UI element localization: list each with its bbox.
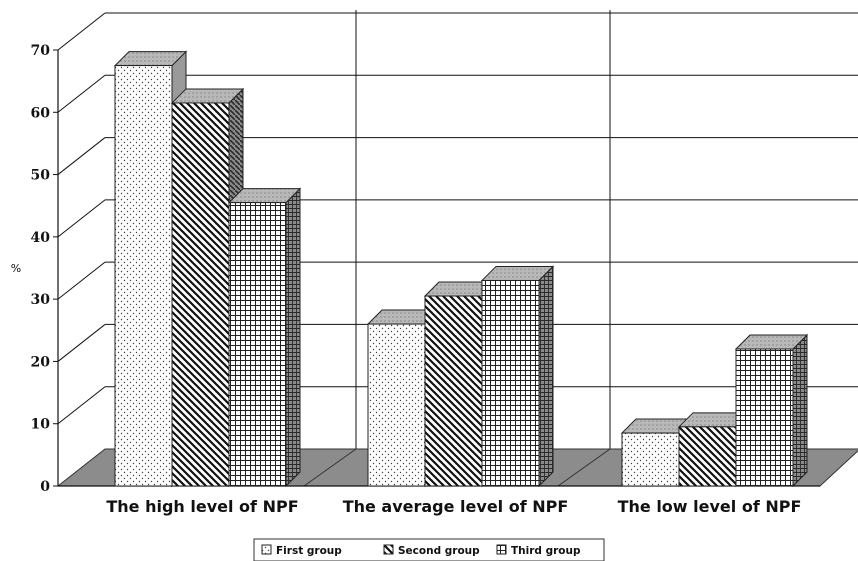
gridline-depth (57, 386, 106, 425)
y-tick-label: 40 (31, 230, 51, 246)
gridline-depth (57, 12, 106, 51)
gridline-depth (57, 74, 106, 113)
bar-front (678, 426, 737, 487)
y-tick-label: 10 (31, 417, 51, 433)
legend: First group Second group Third group (253, 538, 605, 561)
legend-box (253, 538, 605, 561)
gridline-depth (57, 261, 106, 300)
bar-third-group-2 (480, 265, 555, 488)
bar-front (171, 102, 230, 487)
y-tick-label: 0 (40, 479, 50, 495)
legend-item-first: First group (261, 544, 342, 557)
category-label: The high level of NPF (106, 497, 298, 516)
category-label: The low level of NPF (618, 497, 802, 516)
legend-swatch (261, 544, 272, 555)
bar-front (367, 323, 426, 487)
bar-third-group-1 (227, 187, 302, 488)
y-tick-label: 70 (31, 43, 51, 59)
bar-front (424, 295, 483, 487)
y-axis-label: % (11, 262, 21, 275)
legend-label: Third group (511, 545, 581, 557)
y-tick-label: 60 (31, 105, 51, 121)
bar-front (114, 65, 173, 487)
legend-swatch (383, 544, 394, 555)
bar-front (481, 279, 540, 487)
bar-front (735, 348, 794, 487)
gridline-depth (57, 137, 106, 175)
category-label: The average level of NPF (343, 497, 569, 516)
bar-front (621, 432, 680, 487)
y-tick-label: 50 (31, 168, 51, 184)
bar-side (538, 265, 554, 488)
gridline-depth (57, 199, 106, 238)
legend-item-third: Third group (496, 544, 581, 557)
legend-label: First group (276, 545, 342, 557)
bar-front (228, 202, 287, 487)
bars (113, 50, 809, 488)
bar-side (285, 187, 301, 488)
y-tick-label: 20 (31, 354, 51, 370)
bar-side (792, 333, 808, 488)
legend-swatch (496, 544, 507, 555)
legend-item-second: Second group (383, 544, 480, 557)
bar-third-group-3 (734, 333, 809, 488)
floor-separator (303, 448, 357, 487)
legend-label: Second group (398, 545, 480, 557)
labels: 0 10 20 30 40 50 60 70 The high level of NPF The … (31, 43, 802, 516)
gridline-depth (57, 324, 106, 362)
y-tick-label: 30 (31, 292, 51, 308)
floor-separator (557, 448, 611, 487)
